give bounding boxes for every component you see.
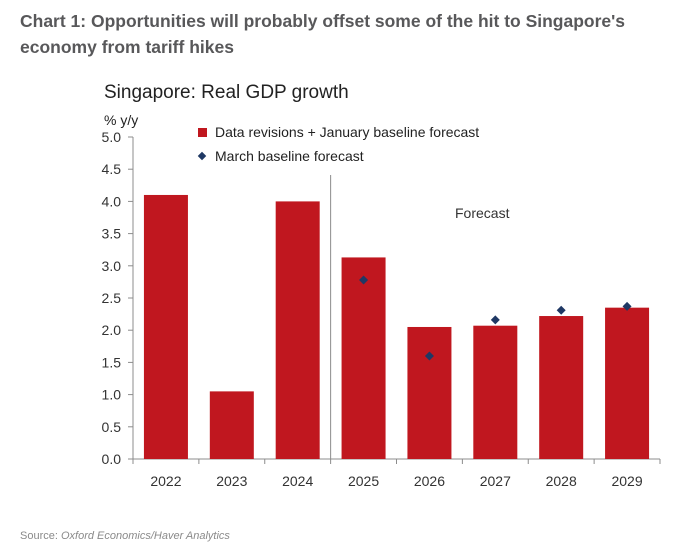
x-tick-label: 2029 bbox=[611, 473, 642, 489]
y-tick-label: 3.0 bbox=[102, 258, 122, 274]
y-tick-label: 4.0 bbox=[102, 193, 122, 209]
marker-2027 bbox=[490, 315, 500, 325]
y-tick-label: 1.0 bbox=[102, 387, 122, 403]
y-tick-label: 2.0 bbox=[102, 322, 122, 338]
y-tick-label: 5.0 bbox=[102, 129, 122, 145]
legend: Data revisions + January baseline foreca… bbox=[197, 120, 479, 168]
x-tick-label: 2028 bbox=[546, 473, 577, 489]
x-tick-label: 2025 bbox=[348, 473, 379, 489]
legend-label-bars: Data revisions + January baseline foreca… bbox=[215, 124, 480, 140]
bar-2022 bbox=[143, 194, 188, 459]
x-tick-label: 2026 bbox=[414, 473, 445, 489]
x-tick-label: 2022 bbox=[150, 473, 181, 489]
bar-2027 bbox=[473, 325, 518, 459]
source-note: Source: Oxford Economics/Haver Analytics bbox=[20, 530, 230, 542]
figure-title: Chart 1: Opportunities will probably off… bbox=[20, 11, 626, 57]
marker-2025 bbox=[359, 275, 369, 285]
y-tick-label: 0.0 bbox=[102, 451, 122, 467]
source-label: Source: bbox=[20, 530, 58, 542]
source-text: Oxford Economics/Haver Analytics bbox=[60, 530, 230, 542]
legend-item-bars: Data revisions + January baseline foreca… bbox=[198, 120, 479, 144]
legend-swatch-bars bbox=[198, 127, 207, 137]
marker-2028 bbox=[556, 305, 566, 315]
x-tick-label: 2027 bbox=[480, 473, 511, 489]
bar-2025 bbox=[341, 257, 386, 459]
y-axis-label: % y/y bbox=[104, 112, 139, 128]
forecast-annotation: Forecast bbox=[455, 205, 510, 221]
bar-2028 bbox=[539, 316, 584, 459]
y-tick-label: 4.5 bbox=[102, 161, 122, 177]
legend-label-markers: March baseline forecast bbox=[215, 148, 364, 164]
marker-2026 bbox=[424, 351, 434, 361]
x-tick-label: 2024 bbox=[282, 473, 313, 489]
chart-title: Singapore: Real GDP growth bbox=[104, 82, 349, 103]
marker-2029 bbox=[622, 301, 632, 311]
x-tick-label: 2023 bbox=[216, 473, 247, 489]
bar-2026 bbox=[407, 326, 452, 459]
y-tick-label: 1.5 bbox=[102, 354, 122, 370]
bar-2023 bbox=[209, 391, 254, 459]
bar-2029 bbox=[605, 307, 650, 459]
legend-item-markers: March baseline forecast bbox=[197, 144, 479, 168]
y-tick-label: 2.5 bbox=[102, 290, 122, 306]
y-tick-label: 3.5 bbox=[102, 226, 122, 242]
bar-2024 bbox=[275, 201, 320, 459]
y-tick-label: 0.5 bbox=[102, 419, 122, 435]
